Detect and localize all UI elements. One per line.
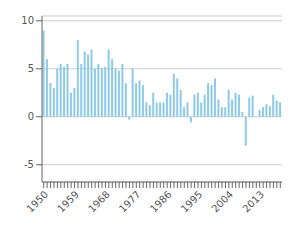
svg-text:1977: 1977: [117, 189, 143, 215]
svg-text:5: 5: [28, 63, 34, 74]
svg-text:-5: -5: [24, 159, 34, 170]
svg-text:1968: 1968: [86, 189, 112, 215]
svg-text:2013: 2013: [240, 189, 266, 215]
svg-text:2004: 2004: [210, 189, 236, 215]
svg-text:1995: 1995: [179, 189, 205, 215]
svg-text:1986: 1986: [148, 189, 174, 215]
svg-text:0: 0: [28, 111, 34, 122]
svg-text:1950: 1950: [24, 189, 50, 215]
svg-text:1959: 1959: [55, 189, 81, 215]
svg-text:10: 10: [21, 15, 34, 26]
